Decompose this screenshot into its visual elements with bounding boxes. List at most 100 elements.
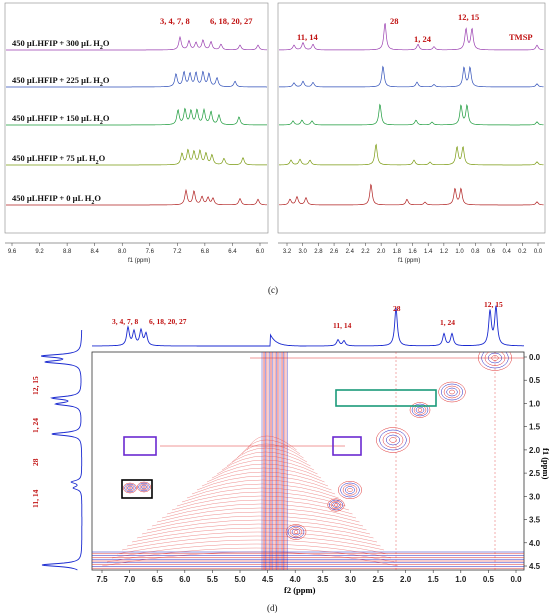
panel-c-right-frame [277,2,546,234]
contour-ring [332,502,340,508]
spectrum-trace [6,35,268,51]
contour-ring [287,525,305,539]
ticks-right: 3.2 3.0 2.8 2.6 2.4 2.2 2.0 1.8 1.6 1.4 1.2 1.0 0.8 0… [278,242,545,255]
fan-contour [136,523,374,539]
fan-contour [191,479,336,495]
contour-ring [128,486,132,490]
contour-ring [411,403,429,417]
label-d-6-18-20-27: 6, 18, 20, 27 [149,317,187,326]
contour-ring [127,485,133,491]
top-projection [92,305,524,347]
ticks-d-x: 7.5 7.0 6.5 6.0 5.5 5.0 4.5 4.0 3.5 3.0 2.5 2.0 1.5 1… [96,570,522,584]
contour-ring [389,437,397,443]
contour-ring [345,486,355,494]
fan-contour [121,535,385,551]
contour-ring [382,432,404,448]
contour-ring [409,402,431,418]
label-12-15-c: 12, 15 [458,12,479,22]
label-d-28: 28 [393,304,401,313]
label-1-24-c: 1, 24 [414,34,432,44]
trace-label: 450 μLHFIP + 0 μL H2O [12,193,101,206]
tick-label: 1.5 [428,575,440,584]
label-6-18-20-27: 6, 18, 20, 27 [210,16,253,26]
tick-label: 1.5 [529,423,541,432]
tick-label: 7.0 [124,575,136,584]
purple-box-left [123,436,157,456]
tick-label: 6.0 [179,575,191,584]
xlabel-d: f2 (ppm) [284,585,316,595]
caption-c: (c) [268,285,278,295]
trace-label: 450 μLHFIP + 300 μL H2O [12,38,110,51]
tick-label: 7.5 [96,575,108,584]
spectra-left [6,35,268,206]
fan-contour [181,487,343,503]
tick-label: 9.6 [8,249,17,255]
label-d-11-14: 11, 14 [333,321,352,330]
trace-label-main: 450 μLHFIP + 225 μL H [12,75,100,85]
trace-label-sub: 2 [100,120,103,126]
fan-contour [211,463,322,479]
contour-ring [441,383,463,401]
tick-label: 5.5 [207,575,219,584]
contour-ring [137,481,151,493]
tick-label: 8.4 [90,249,99,255]
tick-label: 6.4 [228,249,237,255]
fan-contour [241,439,301,455]
left-projection [41,330,83,571]
panel-c: 450 μLHFIP + 300 μL H2O 450 μLHFIP + 225 … [4,2,546,295]
fan-contour [231,447,308,463]
fan-contour [116,539,388,555]
trace-label-tail: O [103,38,110,48]
tick-label: 0.8 [471,249,480,255]
contour-frame [91,351,525,571]
fan-contour [141,519,371,535]
fan-contour [151,511,364,527]
contour-ring [124,483,136,493]
tick-label: 4.0 [290,575,302,584]
tick-label: 6.8 [201,249,210,255]
fan-contour [171,495,350,511]
tick-label: 1.2 [440,249,449,255]
black-box [121,479,153,499]
tick-label: 1.0 [455,575,467,584]
fan-contour [131,527,378,543]
spectra-right [279,23,544,206]
tick-label: 8.8 [63,249,72,255]
spectrum-trace [6,188,267,206]
label-11-14-c: 11, 14 [297,32,319,42]
tick-label: 0.5 [483,575,495,584]
trace-label-sub: 2 [91,200,94,206]
tick-label: 3.0 [345,575,357,584]
fan-contour [106,547,395,563]
tick-label: 7.2 [173,249,182,255]
trace-label: 450 μLHFIP + 75 μL H2O [12,153,106,166]
contour-ring [446,387,458,397]
trace-label-tail: O [94,193,101,203]
contour-ring [342,484,358,496]
tick-label: 3.2 [283,249,292,255]
trace-label-sub: 2 [100,45,103,51]
trace-labels: 450 μLHFIP + 300 μL H2O 450 μLHFIP + 225 … [12,38,110,206]
contour-ring [376,427,410,453]
label-d-1-24: 1, 24 [440,318,455,327]
tick-label: 1.0 [455,249,464,255]
trace-label-main: 450 μLHFIP + 75 μL H [12,153,96,163]
fan-contour [166,499,353,515]
xlabel-right: f1 (ppm) [398,258,420,264]
tick-label: 2.4 [346,249,355,255]
contour-ring [379,429,407,451]
tick-label: 6.5 [152,575,164,584]
spectrum-trace [6,107,267,126]
tick-label: 2.2 [361,249,370,255]
tick-label: 6.0 [256,249,265,255]
contour-plot [92,352,524,570]
ticks-left: 9.6 9.2 8.8 8.4 8.0 7.6 7.2 6.8 6.4 6.0 [5,242,268,255]
spectrum-trace [6,148,267,166]
tick-label: 9.2 [35,249,44,255]
tick-label: 5.0 [234,575,246,584]
tick-label: 3.5 [317,575,329,584]
label-side-12-15: 12, 15 [31,376,40,395]
fan-contour [206,467,325,483]
trace-label-tail: O [103,113,110,123]
